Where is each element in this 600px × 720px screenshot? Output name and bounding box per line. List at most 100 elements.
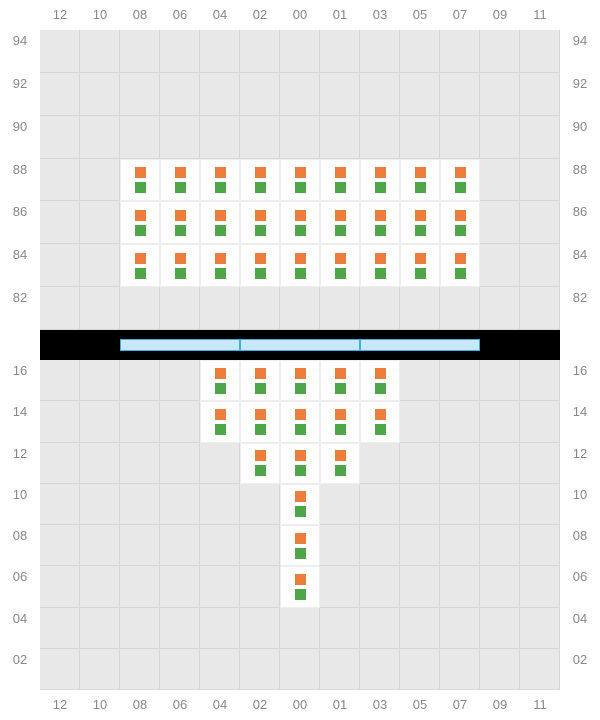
data-cell[interactable] <box>240 401 280 442</box>
data-cell[interactable] <box>160 244 200 287</box>
x-label: 10 <box>80 0 120 30</box>
data-cell[interactable] <box>200 401 240 442</box>
x-label: 08 <box>120 0 160 30</box>
data-cell[interactable] <box>400 244 440 287</box>
marker-b-icon <box>335 383 346 394</box>
y-label: 88 <box>560 162 600 177</box>
data-cell[interactable] <box>200 159 240 202</box>
marker-b-icon <box>215 383 226 394</box>
marker-a-icon <box>215 368 226 379</box>
data-cell[interactable] <box>280 360 320 401</box>
data-cell[interactable] <box>320 201 360 244</box>
data-cell[interactable] <box>240 201 280 244</box>
marker-a-icon <box>215 167 226 178</box>
marker-a-icon <box>295 574 306 585</box>
data-cell[interactable] <box>120 244 160 287</box>
y-label: 14 <box>560 404 600 419</box>
data-cell[interactable] <box>320 244 360 287</box>
y-label: 12 <box>560 446 600 461</box>
panel-bottom: 1614121008060402 1614121008060402 <box>40 360 560 690</box>
y-labels-left-bottom: 1614121008060402 <box>0 360 40 690</box>
data-cell[interactable] <box>280 484 320 525</box>
y-label: 84 <box>560 247 600 262</box>
marker-b-icon <box>295 548 306 559</box>
marker-a-icon <box>255 450 266 461</box>
y-label: 06 <box>560 569 600 584</box>
data-cell[interactable] <box>280 566 320 607</box>
data-cell[interactable] <box>320 360 360 401</box>
data-cell[interactable] <box>320 159 360 202</box>
marker-a-icon <box>335 167 346 178</box>
marker-b-icon <box>375 383 386 394</box>
data-cell[interactable] <box>440 201 480 244</box>
marker-b-icon <box>415 268 426 279</box>
marker-a-icon <box>455 253 466 264</box>
separator-segment <box>120 339 240 351</box>
y-label: 82 <box>560 290 600 305</box>
marker-b-icon <box>375 182 386 193</box>
data-cell[interactable] <box>280 525 320 566</box>
data-cell[interactable] <box>360 159 400 202</box>
y-label: 82 <box>0 290 40 305</box>
marker-a-icon <box>215 253 226 264</box>
marker-a-icon <box>175 253 186 264</box>
data-cell[interactable] <box>280 159 320 202</box>
y-label: 86 <box>560 204 600 219</box>
marker-b-icon <box>295 424 306 435</box>
data-cell[interactable] <box>240 360 280 401</box>
marker-a-icon <box>175 167 186 178</box>
data-cell[interactable] <box>280 401 320 442</box>
data-cell[interactable] <box>360 401 400 442</box>
marker-b-icon <box>255 225 266 236</box>
data-cell[interactable] <box>200 201 240 244</box>
x-label: 12 <box>40 690 80 720</box>
y-label: 84 <box>0 247 40 262</box>
y-label: 16 <box>560 363 600 378</box>
x-label: 03 <box>360 0 400 30</box>
x-label: 00 <box>280 0 320 30</box>
marker-b-icon <box>175 268 186 279</box>
x-label: 06 <box>160 0 200 30</box>
marker-b-icon <box>455 225 466 236</box>
marker-b-icon <box>255 182 266 193</box>
y-label: 86 <box>0 204 40 219</box>
data-cell[interactable] <box>320 401 360 442</box>
y-label: 16 <box>0 363 40 378</box>
data-cell[interactable] <box>400 159 440 202</box>
y-label: 92 <box>560 76 600 91</box>
data-cell[interactable] <box>240 244 280 287</box>
y-label: 02 <box>560 652 600 667</box>
data-cell[interactable] <box>200 360 240 401</box>
x-label: 10 <box>80 690 120 720</box>
data-cell[interactable] <box>440 244 480 287</box>
data-cell[interactable] <box>280 443 320 484</box>
data-cell[interactable] <box>360 201 400 244</box>
marker-b-icon <box>175 182 186 193</box>
marker-b-icon <box>295 225 306 236</box>
data-cell[interactable] <box>160 201 200 244</box>
data-cell[interactable] <box>120 201 160 244</box>
data-cell[interactable] <box>320 443 360 484</box>
data-cell[interactable] <box>200 244 240 287</box>
y-labels-right-bottom: 1614121008060402 <box>560 360 600 690</box>
data-cell[interactable] <box>360 360 400 401</box>
data-cell[interactable] <box>400 201 440 244</box>
data-cell[interactable] <box>120 159 160 202</box>
data-cell[interactable] <box>440 159 480 202</box>
marker-b-icon <box>335 465 346 476</box>
separator-segment <box>360 339 480 351</box>
data-cell[interactable] <box>240 159 280 202</box>
x-label: 11 <box>520 690 560 720</box>
marker-b-icon <box>295 182 306 193</box>
data-cell[interactable] <box>280 201 320 244</box>
data-cell[interactable] <box>280 244 320 287</box>
y-label: 08 <box>0 528 40 543</box>
x-label: 05 <box>400 0 440 30</box>
x-label: 07 <box>440 0 480 30</box>
data-cell[interactable] <box>240 443 280 484</box>
data-cell[interactable] <box>160 159 200 202</box>
x-label: 05 <box>400 690 440 720</box>
data-cell[interactable] <box>360 244 400 287</box>
marker-b-icon <box>375 424 386 435</box>
marker-b-icon <box>375 268 386 279</box>
